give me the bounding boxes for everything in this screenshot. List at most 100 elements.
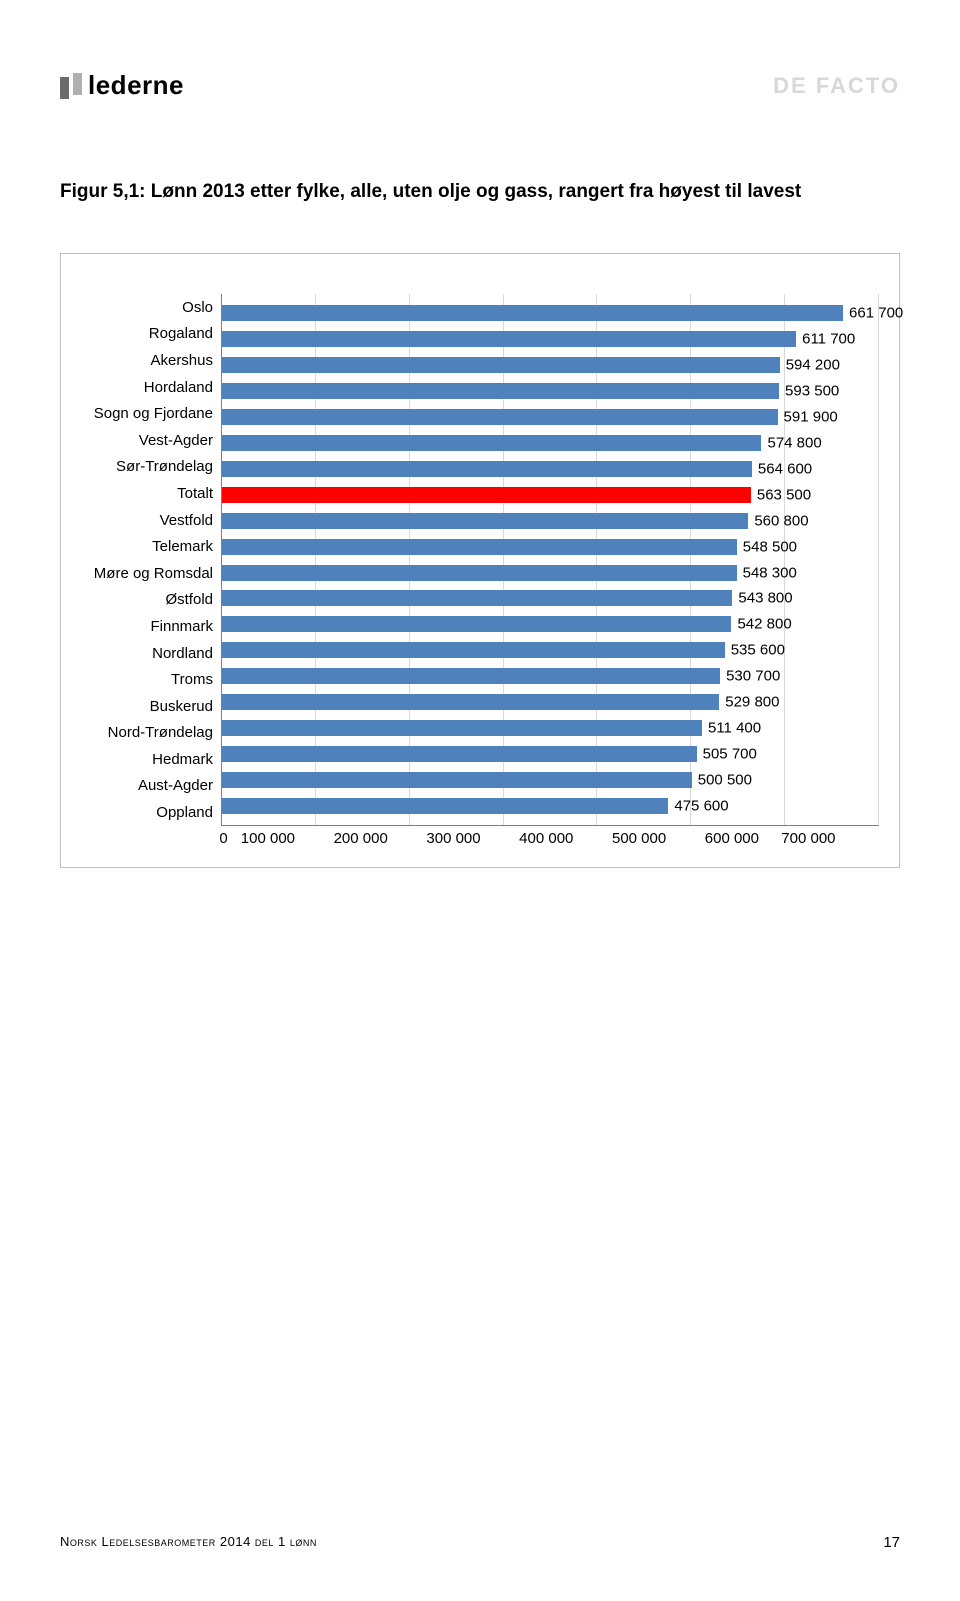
footer-page-number: 17 [883, 1534, 900, 1551]
y-axis-label: Nord-Trøndelag [81, 720, 213, 746]
bar: 505 700 [222, 746, 697, 762]
x-tick-label: 300 000 [426, 830, 480, 847]
footer-left-text: Norsk Ledelsesbarometer 2014 del 1 lønn [60, 1534, 317, 1551]
bar: 611 700 [222, 331, 796, 347]
bar-row: 530 700 [222, 663, 879, 689]
bar-value-label: 564 600 [758, 460, 812, 477]
bar-row: 543 800 [222, 585, 879, 611]
bar: 543 800 [222, 590, 732, 606]
plot-area: 661 700 611 700 594 200 593 500 591 900 574 8… [221, 294, 879, 826]
bar-value-label: 594 200 [786, 356, 840, 373]
bar: 548 500 [222, 539, 737, 555]
y-axis-label: Telemark [81, 534, 213, 560]
bar: 594 200 [222, 357, 780, 373]
x-tick-label: 500 000 [612, 830, 666, 847]
bar-value-label: 505 700 [703, 746, 757, 763]
bar: 511 400 [222, 720, 702, 736]
x-tick-label: 100 000 [241, 830, 295, 847]
y-axis-label: Nordland [81, 640, 213, 666]
bar: 591 900 [222, 409, 778, 425]
y-axis-label: Akershus [81, 347, 213, 373]
y-axis-label: Vest-Agder [81, 427, 213, 453]
bar: 564 600 [222, 461, 752, 477]
bar-value-label: 535 600 [731, 642, 785, 659]
y-axis-label: Finnmark [81, 613, 213, 639]
bar-row: 594 200 [222, 352, 879, 378]
bar-row: 542 800 [222, 611, 879, 637]
bar: 529 800 [222, 694, 719, 710]
bar-value-label: 563 500 [757, 486, 811, 503]
bar: 530 700 [222, 668, 720, 684]
bar-value-label: 530 700 [726, 668, 780, 685]
y-axis-label: Østfold [81, 587, 213, 613]
bar-chart: OsloRogalandAkershusHordalandSogn og Fjo… [81, 294, 879, 847]
x-tick-label: 200 000 [334, 830, 388, 847]
y-axis-label: Oppland [81, 800, 213, 826]
y-axis-label: Hedmark [81, 746, 213, 772]
y-axis-labels: OsloRogalandAkershusHordalandSogn og Fjo… [81, 294, 221, 826]
x-axis: 0100 000200 000300 000400 000500 000600 … [81, 830, 879, 847]
bar-value-label: 661 700 [849, 304, 903, 321]
bar: 574 800 [222, 435, 761, 451]
y-axis-label: Aust-Agder [81, 773, 213, 799]
bar-value-label: 529 800 [725, 694, 779, 711]
bar-value-label: 542 800 [737, 616, 791, 633]
y-axis-label: Sogn og Fjordane [81, 401, 213, 427]
bar-value-label: 500 500 [698, 772, 752, 789]
bar: 542 800 [222, 616, 731, 632]
figure-title: Figur 5,1: Lønn 2013 etter fylke, alle, … [60, 181, 900, 203]
y-axis-label: Hordaland [81, 374, 213, 400]
y-axis-label: Totalt [81, 480, 213, 506]
bar-row: 500 500 [222, 767, 879, 793]
bar: 535 600 [222, 642, 725, 658]
bar-value-label: 475 600 [674, 798, 728, 815]
bar: 661 700 [222, 305, 843, 321]
bar: 548 300 [222, 565, 737, 581]
x-tick-label: 700 000 [781, 830, 835, 847]
x-axis-spacer [81, 830, 221, 847]
bar-row: 564 600 [222, 456, 879, 482]
brand-logo: lederne [60, 70, 184, 101]
y-axis-label: Vestfold [81, 507, 213, 533]
bar-row: 535 600 [222, 637, 879, 663]
bar: 500 500 [222, 772, 692, 788]
bar-row: 511 400 [222, 715, 879, 741]
y-axis-label: Møre og Romsdal [81, 560, 213, 586]
bar-row: 563 500 [222, 482, 879, 508]
chart-frame: OsloRogalandAkershusHordalandSogn og Fjo… [60, 253, 900, 868]
page-header: lederne DE FACTO [60, 70, 900, 101]
bar-value-label: 548 300 [743, 564, 797, 581]
y-axis-label: Buskerud [81, 693, 213, 719]
bar-value-label: 511 400 [708, 720, 761, 737]
bar-value-label: 591 900 [784, 408, 838, 425]
bar-row: 560 800 [222, 508, 879, 534]
bar-row: 529 800 [222, 689, 879, 715]
bars-container: 661 700 611 700 594 200 593 500 591 900 574 8… [222, 294, 879, 825]
bar: 560 800 [222, 513, 748, 529]
bar-row: 661 700 [222, 300, 879, 326]
bar: 593 500 [222, 383, 779, 399]
bar-row: 593 500 [222, 378, 879, 404]
bar-row: 611 700 [222, 326, 879, 352]
y-axis-label: Rogaland [81, 321, 213, 347]
bar-value-label: 543 800 [738, 590, 792, 607]
bar-row: 548 300 [222, 560, 879, 586]
bar-row: 548 500 [222, 534, 879, 560]
x-tick-label: 400 000 [519, 830, 573, 847]
bar-value-label: 593 500 [785, 382, 839, 399]
bar-row: 591 900 [222, 404, 879, 430]
page: lederne DE FACTO Figur 5,1: Lønn 2013 et… [0, 0, 960, 1601]
page-footer: Norsk Ledelsesbarometer 2014 del 1 lønn … [60, 1534, 900, 1551]
bar-value-label: 611 700 [802, 330, 855, 347]
bar-row: 505 700 [222, 741, 879, 767]
logo-text: lederne [88, 70, 184, 101]
bar: 475 600 [222, 798, 668, 814]
bar-value-label: 548 500 [743, 538, 797, 555]
y-axis-label: Sør-Trøndelag [81, 454, 213, 480]
y-axis-label: Troms [81, 667, 213, 693]
x-tick-label: 0 [219, 830, 227, 847]
y-axis-label: Oslo [81, 294, 213, 320]
bar-value-label: 560 800 [754, 512, 808, 529]
bar-row: 475 600 [222, 793, 879, 819]
right-brand-text: DE FACTO [773, 73, 900, 99]
